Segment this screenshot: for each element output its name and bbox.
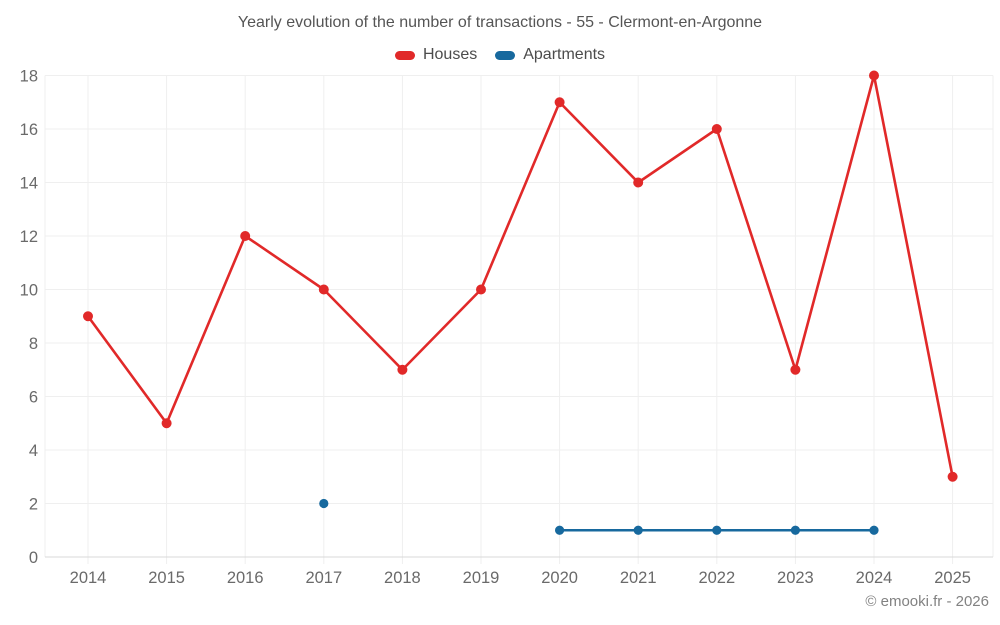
- footer-credit: © emooki.fr - 2026: [865, 593, 989, 610]
- data-point-houses-2020[interactable]: [554, 97, 565, 108]
- x-axis-label-2021: 2021: [620, 569, 657, 587]
- x-axis-label-2017: 2017: [305, 569, 342, 587]
- x-axis-label-2020: 2020: [541, 569, 578, 587]
- x-axis-label-2024: 2024: [856, 569, 893, 587]
- legend-marker-houses-icon: [394, 50, 415, 60]
- data-point-houses-2017[interactable]: [318, 284, 329, 295]
- data-point-houses-2015[interactable]: [161, 418, 172, 429]
- legend-item-houses[interactable]: Houses: [394, 46, 478, 64]
- y-axis-label-4: 4: [29, 442, 38, 460]
- x-axis-label-2019: 2019: [463, 569, 500, 587]
- x-axis-label-2023: 2023: [777, 569, 814, 587]
- legend-label-apartments: Apartments: [523, 46, 606, 63]
- y-axis-label-10: 10: [20, 282, 38, 300]
- data-point-houses-2014[interactable]: [83, 311, 93, 322]
- y-axis-label-6: 6: [29, 389, 38, 407]
- data-point-apartments-2020[interactable]: [555, 525, 565, 535]
- legend-marker-apartments-icon: [495, 50, 516, 60]
- data-point-houses-2021[interactable]: [633, 177, 644, 188]
- x-axis-label-2014: 2014: [70, 569, 107, 587]
- y-axis-label-16: 16: [20, 121, 38, 139]
- data-point-houses-2025[interactable]: [947, 471, 958, 482]
- legend-item-apartments[interactable]: Apartments: [495, 46, 605, 64]
- x-axis-label-2018: 2018: [384, 569, 421, 587]
- data-point-houses-2019[interactable]: [476, 284, 486, 295]
- y-axis-label-2: 2: [29, 496, 38, 514]
- y-axis-label-8: 8: [29, 335, 38, 353]
- x-axis-label-2025: 2025: [934, 569, 971, 587]
- data-point-apartments-2023[interactable]: [790, 525, 801, 535]
- data-point-houses-2022[interactable]: [711, 124, 722, 134]
- data-point-apartments-2017[interactable]: [319, 498, 329, 509]
- x-axis-label-2022: 2022: [698, 569, 735, 587]
- x-axis-label-2016: 2016: [227, 569, 264, 587]
- data-point-apartments-2024[interactable]: [869, 525, 879, 535]
- y-axis-label-0: 0: [29, 549, 38, 567]
- houses-line: [86, 74, 954, 479]
- data-point-apartments-2021[interactable]: [633, 525, 643, 535]
- data-point-apartments-2022[interactable]: [712, 525, 722, 535]
- chart-title: Yearly evolution of the number of transa…: [237, 14, 763, 31]
- legend-label-houses: Houses: [422, 46, 478, 63]
- data-point-houses-2023[interactable]: [790, 364, 801, 375]
- chart-legend: Houses Apartments: [0, 46, 1000, 64]
- x-axis-label-2015: 2015: [148, 569, 185, 587]
- y-axis-label-14: 14: [20, 175, 38, 193]
- data-point-houses-2018[interactable]: [397, 364, 408, 375]
- data-point-houses-2024[interactable]: [869, 70, 879, 81]
- y-axis-label-12: 12: [20, 228, 38, 246]
- data-point-houses-2016[interactable]: [240, 231, 251, 241]
- y-axis-label-18: 18: [20, 68, 38, 86]
